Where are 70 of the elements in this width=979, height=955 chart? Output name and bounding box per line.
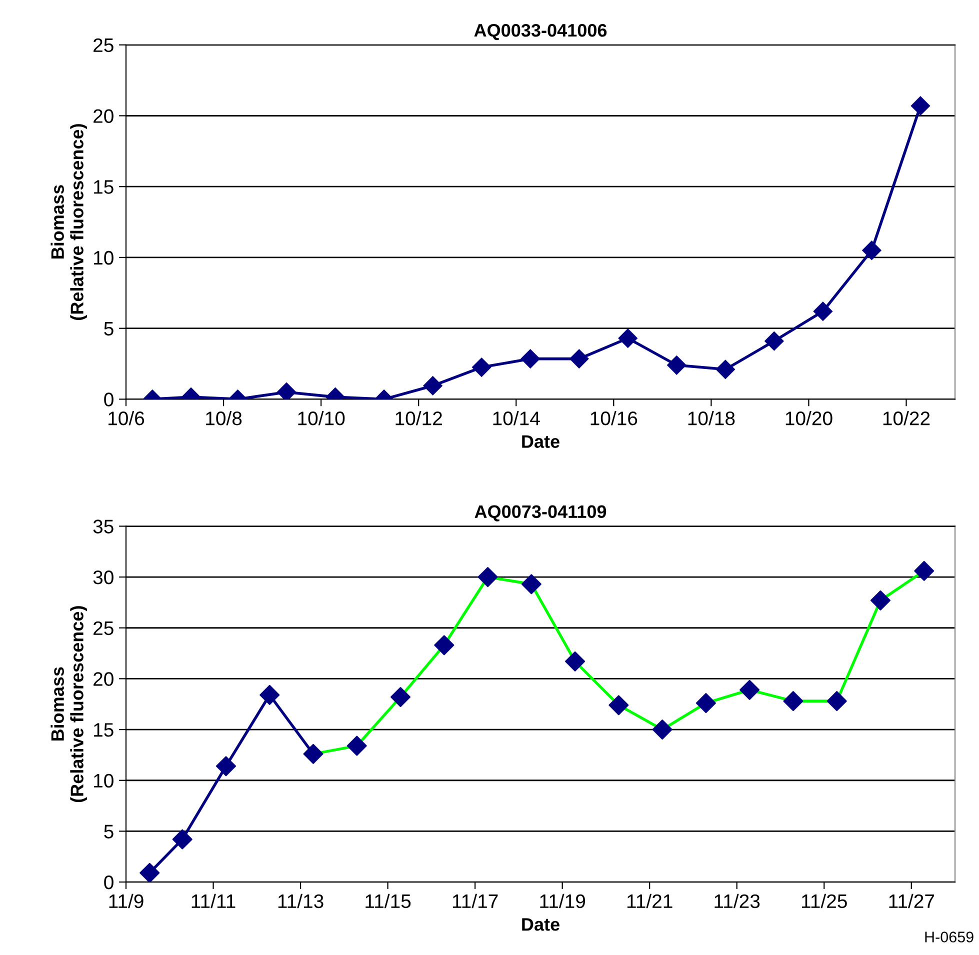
x-tick-label: 10/8 (206, 410, 242, 426)
point (276, 382, 296, 400)
y-axis-title: Biomass (Relative fluorescence) (50, 606, 88, 802)
point (914, 560, 934, 581)
x-tick-label: 10/12 (396, 410, 442, 426)
text: H-0659 (925, 932, 974, 942)
x-tick-label: 10/22 (883, 410, 930, 426)
x-tick-label: 11/13 (278, 894, 324, 908)
point (172, 829, 192, 850)
point (740, 680, 760, 700)
point (618, 328, 638, 348)
x-axis-title: Date (522, 435, 560, 448)
point (716, 360, 735, 379)
point (521, 574, 542, 594)
point (570, 349, 589, 368)
point (813, 302, 832, 321)
x-tick-label: 10/18 (688, 410, 735, 426)
x-tick-label: 11/25 (802, 894, 847, 908)
x-tick-label: 11/19 (540, 894, 586, 908)
y-tick-label: 0 (104, 876, 114, 890)
point (303, 744, 324, 764)
x-tick-label: 10/16 (590, 410, 638, 426)
point (260, 684, 280, 705)
y-tick-label: 10 (94, 774, 114, 788)
point (608, 695, 629, 716)
point (520, 349, 540, 368)
y-tick-label: 20 (94, 672, 114, 686)
x-tick-label: 10/14 (493, 410, 540, 426)
x-tick-label: 10/10 (298, 410, 345, 426)
y-tick-label: 35 (93, 520, 114, 534)
point (783, 691, 804, 712)
x-tick-label: 10/6 (108, 410, 144, 426)
point (696, 693, 716, 714)
x-axis-title: Date (522, 918, 560, 931)
y-tick-label: 5 (104, 322, 114, 336)
x-tick-label: 11/27 (889, 894, 934, 908)
point (216, 756, 236, 776)
y-axis-title: Biomass (Relative fluorescence) (50, 124, 88, 320)
chart-title: AQ0073-041109 (474, 505, 606, 522)
y-tick-label: 0 (104, 392, 114, 406)
y-tick-label: 10 (94, 250, 114, 265)
y-tick-label: 25 (94, 621, 114, 636)
point (910, 96, 930, 116)
y-tick-label: 5 (104, 824, 114, 838)
point (826, 691, 847, 712)
point (478, 567, 498, 588)
point (862, 240, 882, 260)
point (652, 720, 672, 740)
x-tick-label: 11/21 (627, 894, 672, 908)
y-tick-label: 30 (93, 570, 114, 584)
point (870, 590, 890, 610)
y-tick-label: 25 (94, 38, 114, 52)
point (472, 358, 492, 377)
point (346, 736, 367, 756)
point (667, 356, 686, 375)
point (565, 651, 586, 672)
point (434, 635, 454, 656)
y-tick-label: 15 (94, 180, 114, 194)
x-tick-label: 10/20 (786, 410, 832, 426)
x-tick-label: 11/17 (452, 894, 498, 908)
x-tick-label: 11/23 (714, 894, 760, 908)
y-tick-label: 15 (94, 723, 114, 737)
x-tick-label: 11/15 (366, 894, 411, 908)
chart-title: AQ0033-041006 (474, 24, 607, 40)
x-tick-label: 11/9 (109, 894, 144, 908)
point (423, 376, 442, 396)
point (764, 332, 784, 351)
point (390, 686, 411, 708)
y-tick-label: 20 (94, 109, 114, 123)
x-tick-label: 11/11 (192, 894, 236, 908)
